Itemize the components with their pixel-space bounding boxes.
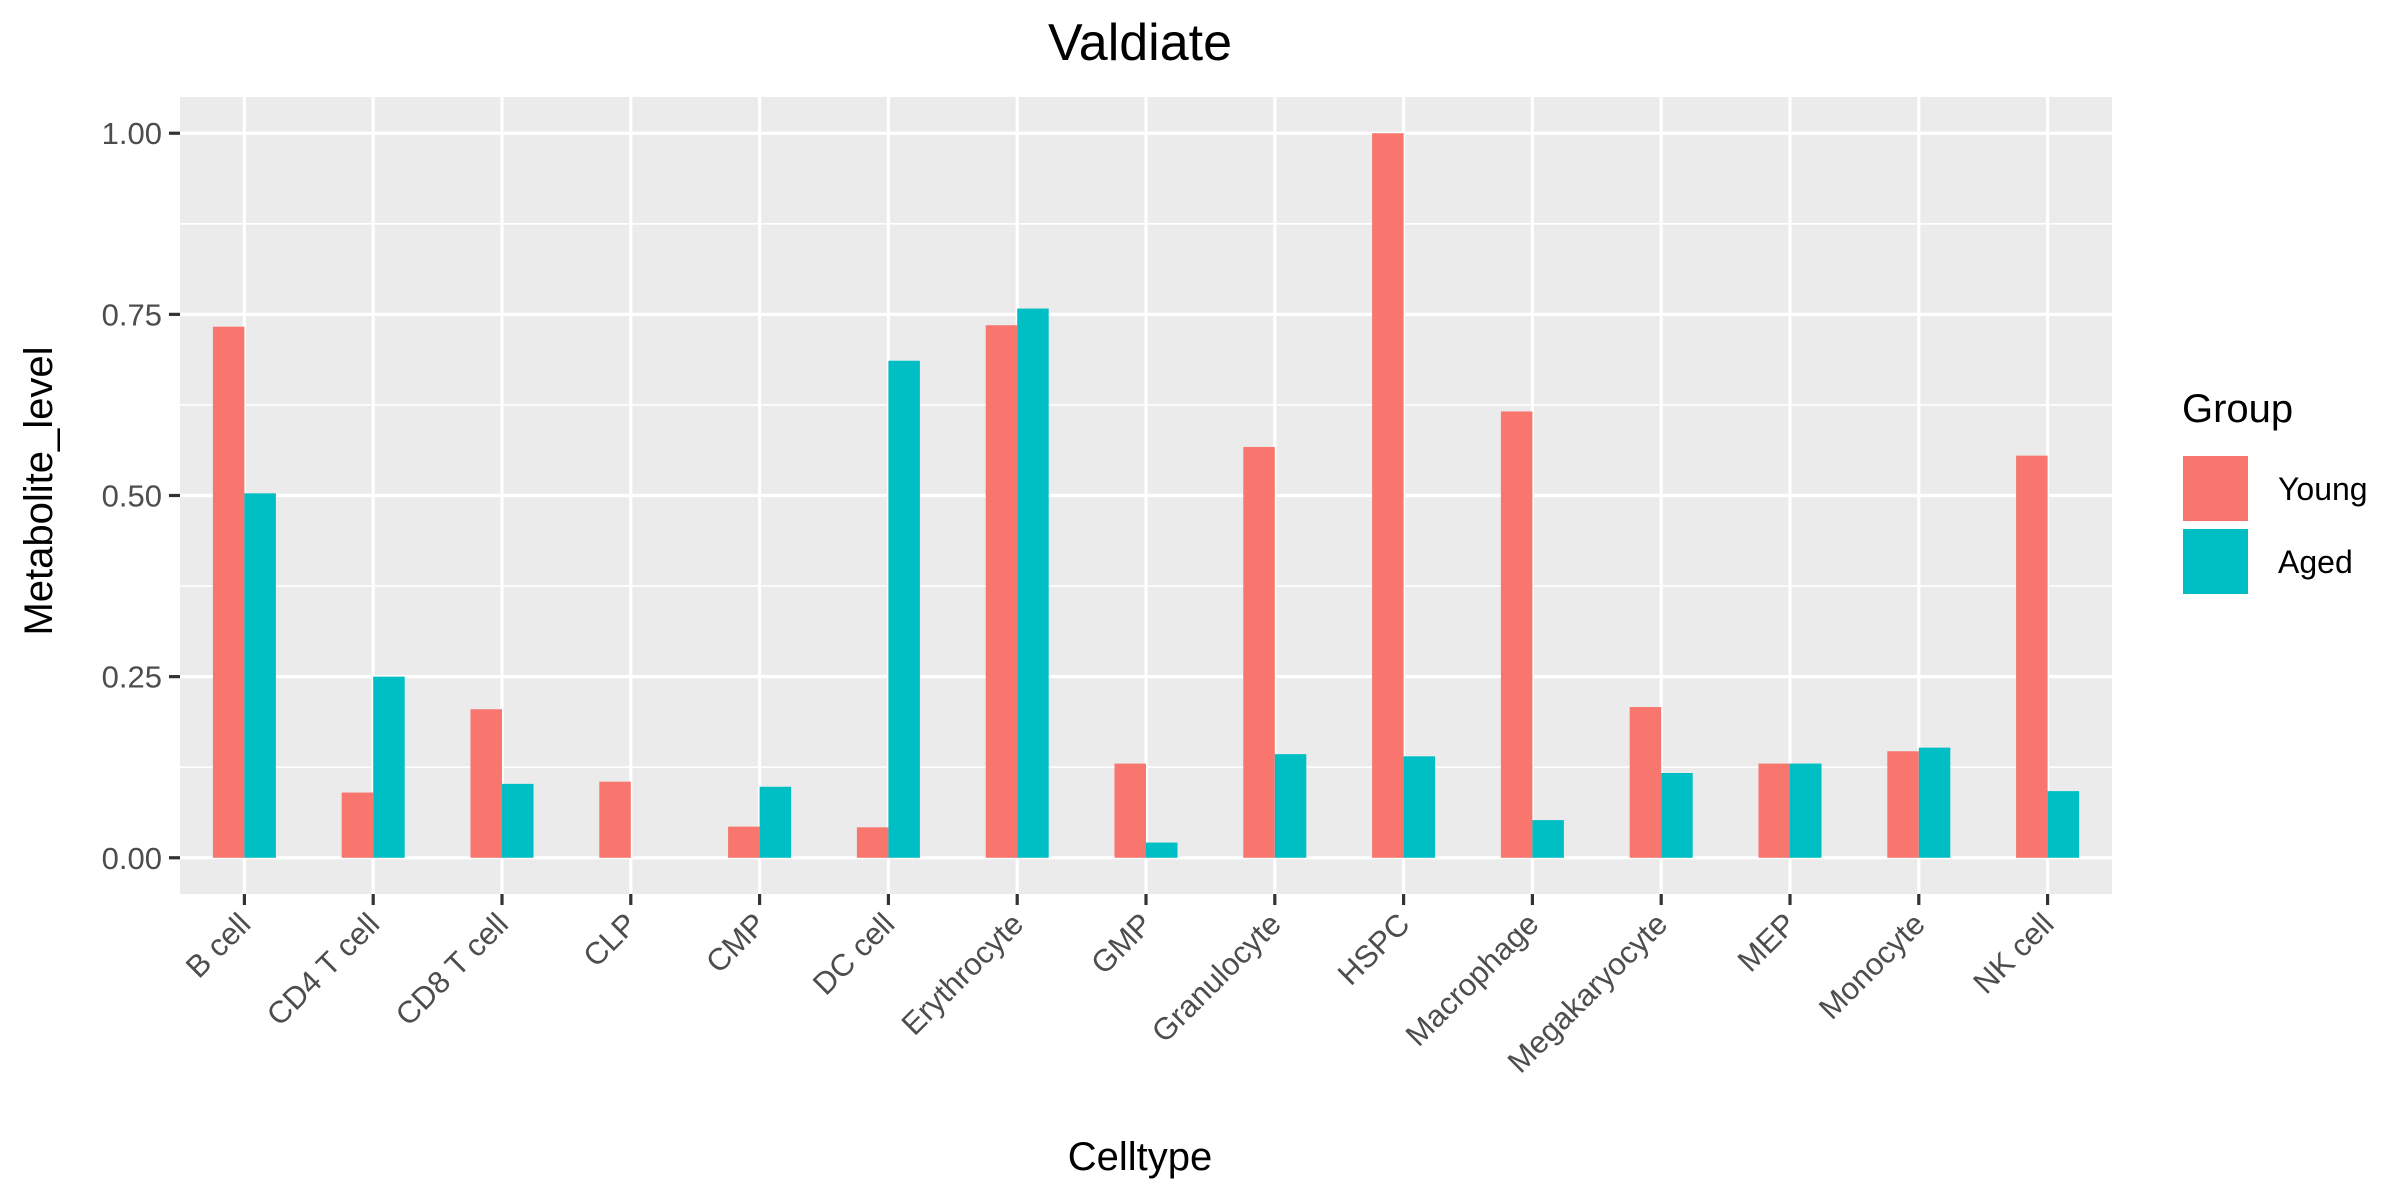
y-axis: 0.00 0.25 0.50 0.75 1.00	[102, 116, 180, 876]
chart-title: Valdiate	[1048, 14, 1232, 72]
bar-aged-b-cell	[244, 493, 276, 858]
bar-young-cd8-t-cell	[470, 709, 502, 858]
bar-young-cmp	[728, 826, 760, 858]
bar-young-granulocyte	[1243, 446, 1275, 858]
bar-young-megakaryocyte	[1629, 707, 1662, 858]
bar-aged-erythrocyte	[1017, 308, 1049, 858]
bar-aged-mep	[1790, 763, 1822, 858]
bar-young-erythrocyte	[985, 325, 1018, 858]
bar-aged-nk-cell	[2047, 791, 2080, 858]
legend-label-young: Young	[2278, 471, 2368, 507]
bar-young-hspc	[1372, 133, 1404, 858]
bar-young-cd4-t-cell	[341, 792, 374, 858]
y-tick-label: 0.00	[102, 841, 162, 876]
bars	[212, 133, 2080, 858]
bar-young-gmp	[1114, 763, 1146, 858]
bar-young-macrophage	[1500, 411, 1533, 858]
legend-label-aged: Aged	[2278, 544, 2353, 580]
bar-aged-hspc	[1403, 756, 1436, 858]
bar-aged-granulocyte	[1274, 754, 1307, 858]
bar-young-b-cell	[212, 326, 245, 858]
legend-key-young	[2183, 456, 2248, 521]
bar-aged-macrophage	[1532, 820, 1564, 858]
bar-aged-cd8-t-cell	[502, 783, 534, 858]
x-axis-title: Celltype	[1068, 1135, 1213, 1179]
y-tick-label: 1.00	[102, 116, 162, 151]
y-tick-label: 0.75	[102, 297, 162, 332]
bar-young-nk-cell	[2016, 455, 2048, 858]
legend: Group Young Aged	[2182, 387, 2368, 594]
y-tick-label: 0.25	[102, 660, 162, 695]
bar-aged-gmp	[1146, 842, 1178, 858]
bar-aged-monocyte	[1918, 747, 1951, 858]
bar-young-monocyte	[1887, 751, 1919, 858]
bar-young-clp	[599, 781, 631, 858]
y-tick-label: 0.50	[102, 479, 162, 514]
y-axis-title: Metabolite_level	[17, 346, 61, 635]
bar-aged-cmp	[759, 786, 792, 858]
legend-title: Group	[2182, 387, 2293, 431]
legend-key-aged	[2183, 529, 2248, 594]
bar-young-dc-cell	[856, 827, 889, 858]
bar-aged-megakaryocyte	[1661, 773, 1693, 858]
bar-young-mep	[1758, 763, 1790, 858]
bar-aged-cd4-t-cell	[373, 676, 405, 858]
bar-aged-dc-cell	[888, 360, 920, 858]
